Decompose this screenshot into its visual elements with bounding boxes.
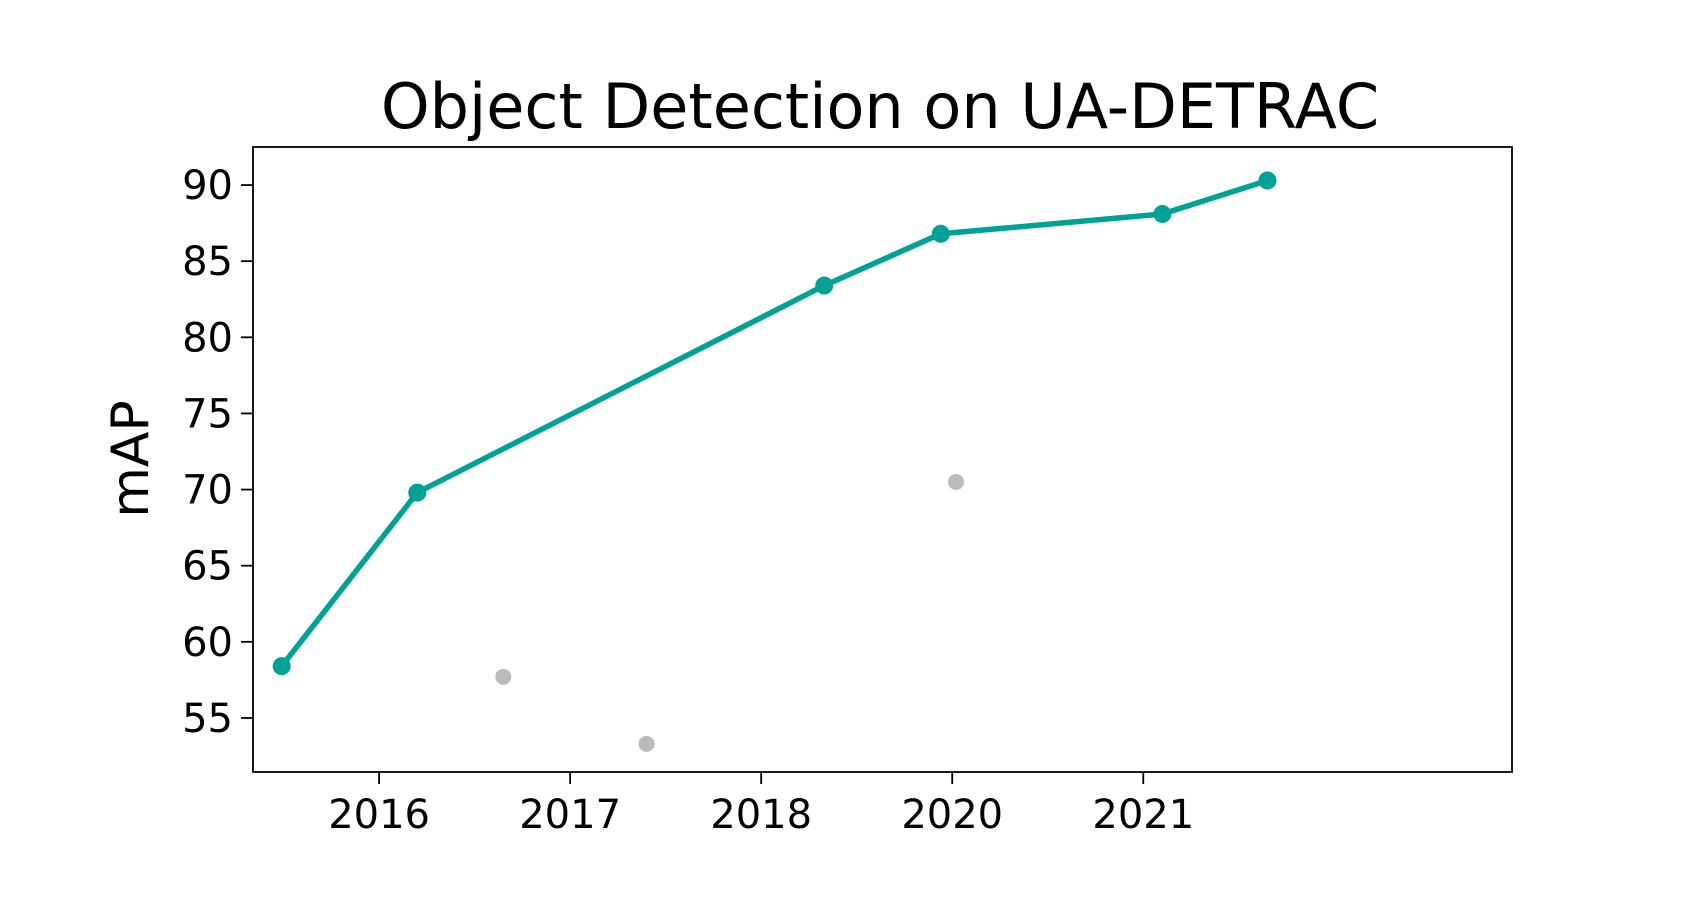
y-tick-label: 65 — [182, 544, 233, 590]
other-result-point — [495, 668, 512, 685]
y-tick-label: 80 — [182, 315, 233, 361]
y-tick-label: 75 — [182, 391, 233, 437]
x-tick-label: 2021 — [1092, 792, 1194, 838]
y-axis: 55 60 65 70 75 80 85 90 — [182, 163, 253, 742]
sota-point — [272, 657, 291, 676]
sota-line — [278, 177, 1271, 669]
plot-area — [252, 146, 1513, 773]
sota-point — [815, 276, 834, 295]
x-axis: 2016 2017 2018 2020 2021 — [328, 772, 1194, 838]
sota-point — [1153, 204, 1172, 223]
x-tick-label: 2018 — [710, 792, 812, 838]
sota-point — [931, 224, 950, 243]
x-tick-label: 2020 — [901, 792, 1003, 838]
x-tick-label: 2016 — [328, 792, 430, 838]
series-layer — [272, 171, 1277, 752]
other-result-point — [638, 735, 655, 752]
y-tick-label: 60 — [182, 620, 233, 666]
chart-title: Object Detection on UA-DETRAC — [381, 70, 1379, 143]
y-tick-label: 85 — [182, 239, 233, 285]
y-tick-label: 55 — [182, 696, 233, 742]
y-tick-label: 90 — [182, 163, 233, 209]
y-tick-label: 70 — [182, 468, 233, 514]
other-result-point — [948, 473, 965, 490]
sota-point — [1258, 171, 1277, 190]
y-axis-label: mAP — [101, 400, 161, 518]
x-tick-label: 2017 — [519, 792, 621, 838]
sota-point — [408, 483, 427, 502]
